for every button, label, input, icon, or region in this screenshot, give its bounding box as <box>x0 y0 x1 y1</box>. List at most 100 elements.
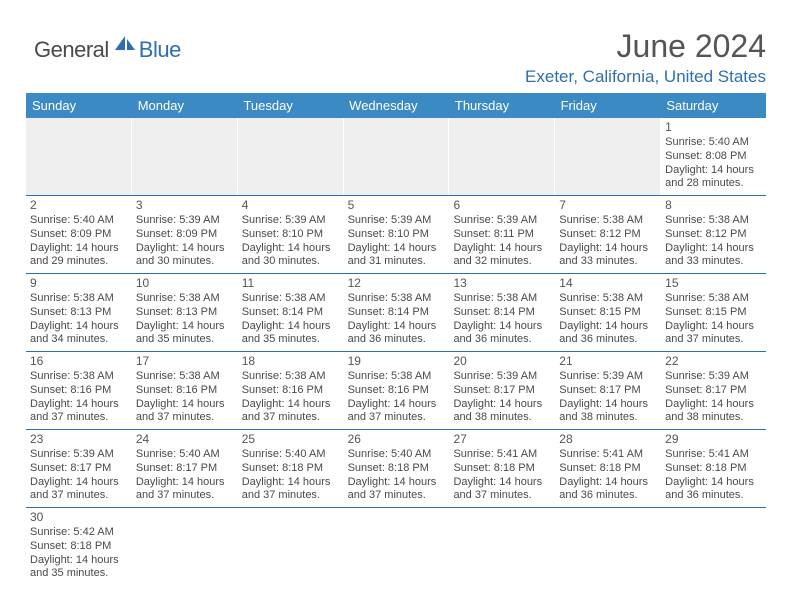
day-cell: 20Sunrise: 5:39 AMSunset: 8:17 PMDayligh… <box>449 352 555 429</box>
week-row: 23Sunrise: 5:39 AMSunset: 8:17 PMDayligh… <box>26 430 766 508</box>
week-row: 1Sunrise: 5:40 AMSunset: 8:08 PMDaylight… <box>26 118 766 196</box>
sunset-line: Sunset: 8:08 PM <box>665 150 762 164</box>
sunrise-line: Sunrise: 5:40 AM <box>665 136 762 150</box>
day-number: 9 <box>30 276 127 291</box>
day-cell: 23Sunrise: 5:39 AMSunset: 8:17 PMDayligh… <box>26 430 132 507</box>
day-number: 17 <box>136 354 233 369</box>
sunrise-line: Sunrise: 5:41 AM <box>559 448 656 462</box>
day-number: 15 <box>665 276 762 291</box>
daylight-line: Daylight: 14 hours and 38 minutes. <box>559 398 656 426</box>
sunset-line: Sunset: 8:18 PM <box>665 462 762 476</box>
day-number: 8 <box>665 198 762 213</box>
sunrise-line: Sunrise: 5:38 AM <box>30 292 127 306</box>
day-number: 11 <box>242 276 339 291</box>
sunrise-line: Sunrise: 5:41 AM <box>665 448 762 462</box>
sunrise-line: Sunrise: 5:38 AM <box>30 370 127 384</box>
sunset-line: Sunset: 8:16 PM <box>242 384 339 398</box>
sunset-line: Sunset: 8:09 PM <box>136 228 233 242</box>
daylight-line: Daylight: 14 hours and 37 minutes. <box>348 476 445 504</box>
sunset-line: Sunset: 8:13 PM <box>136 306 233 320</box>
day-cell: 18Sunrise: 5:38 AMSunset: 8:16 PMDayligh… <box>238 352 344 429</box>
day-number: 23 <box>30 432 127 447</box>
empty-cell <box>132 118 238 195</box>
sunrise-line: Sunrise: 5:38 AM <box>665 292 762 306</box>
sunset-line: Sunset: 8:18 PM <box>30 540 127 554</box>
daylight-line: Daylight: 14 hours and 37 minutes. <box>136 398 233 426</box>
weekday-header-row: SundayMondayTuesdayWednesdayThursdayFrid… <box>26 93 766 118</box>
day-number: 16 <box>30 354 127 369</box>
daylight-line: Daylight: 14 hours and 37 minutes. <box>453 476 550 504</box>
daylight-line: Daylight: 14 hours and 38 minutes. <box>665 398 762 426</box>
sunset-line: Sunset: 8:12 PM <box>559 228 656 242</box>
week-row: 9Sunrise: 5:38 AMSunset: 8:13 PMDaylight… <box>26 274 766 352</box>
day-cell: 5Sunrise: 5:39 AMSunset: 8:10 PMDaylight… <box>344 196 450 273</box>
sunrise-line: Sunrise: 5:41 AM <box>453 448 550 462</box>
daylight-line: Daylight: 14 hours and 35 minutes. <box>136 320 233 348</box>
daylight-line: Daylight: 14 hours and 37 minutes. <box>136 476 233 504</box>
daylight-line: Daylight: 14 hours and 37 minutes. <box>242 398 339 426</box>
day-cell: 27Sunrise: 5:41 AMSunset: 8:18 PMDayligh… <box>449 430 555 507</box>
day-cell: 30Sunrise: 5:42 AMSunset: 8:18 PMDayligh… <box>26 508 132 585</box>
day-cell: 14Sunrise: 5:38 AMSunset: 8:15 PMDayligh… <box>555 274 661 351</box>
sunset-line: Sunset: 8:10 PM <box>348 228 445 242</box>
sunset-line: Sunset: 8:16 PM <box>348 384 445 398</box>
day-number: 7 <box>559 198 656 213</box>
day-cell: 26Sunrise: 5:40 AMSunset: 8:18 PMDayligh… <box>344 430 450 507</box>
sunset-line: Sunset: 8:15 PM <box>665 306 762 320</box>
empty-cell <box>449 508 555 585</box>
empty-cell <box>449 118 555 195</box>
day-number: 29 <box>665 432 762 447</box>
day-cell: 10Sunrise: 5:38 AMSunset: 8:13 PMDayligh… <box>132 274 238 351</box>
daylight-line: Daylight: 14 hours and 36 minutes. <box>453 320 550 348</box>
daylight-line: Daylight: 14 hours and 35 minutes. <box>30 554 127 582</box>
day-number: 22 <box>665 354 762 369</box>
sunrise-line: Sunrise: 5:38 AM <box>136 370 233 384</box>
sunrise-line: Sunrise: 5:40 AM <box>348 448 445 462</box>
title-block: June 2024 Exeter, California, United Sta… <box>525 28 766 87</box>
sunset-line: Sunset: 8:09 PM <box>30 228 127 242</box>
sunset-line: Sunset: 8:17 PM <box>665 384 762 398</box>
weekday-header: Saturday <box>660 93 766 118</box>
sunset-line: Sunset: 8:14 PM <box>348 306 445 320</box>
day-number: 13 <box>453 276 550 291</box>
daylight-line: Daylight: 14 hours and 36 minutes. <box>559 476 656 504</box>
sunset-line: Sunset: 8:12 PM <box>665 228 762 242</box>
logo: General Blue <box>26 28 181 65</box>
day-cell: 22Sunrise: 5:39 AMSunset: 8:17 PMDayligh… <box>661 352 766 429</box>
daylight-line: Daylight: 14 hours and 37 minutes. <box>30 476 127 504</box>
day-cell: 3Sunrise: 5:39 AMSunset: 8:09 PMDaylight… <box>132 196 238 273</box>
sunrise-line: Sunrise: 5:38 AM <box>665 214 762 228</box>
daylight-line: Daylight: 14 hours and 30 minutes. <box>136 242 233 270</box>
sunset-line: Sunset: 8:16 PM <box>136 384 233 398</box>
sunset-line: Sunset: 8:15 PM <box>559 306 656 320</box>
sunrise-line: Sunrise: 5:39 AM <box>30 448 127 462</box>
daylight-line: Daylight: 14 hours and 35 minutes. <box>242 320 339 348</box>
sunrise-line: Sunrise: 5:42 AM <box>30 526 127 540</box>
daylight-line: Daylight: 14 hours and 37 minutes. <box>30 398 127 426</box>
sunset-line: Sunset: 8:14 PM <box>242 306 339 320</box>
weekday-header: Friday <box>555 93 661 118</box>
empty-cell <box>661 508 766 585</box>
sunrise-line: Sunrise: 5:39 AM <box>665 370 762 384</box>
day-cell: 4Sunrise: 5:39 AMSunset: 8:10 PMDaylight… <box>238 196 344 273</box>
sunrise-line: Sunrise: 5:38 AM <box>242 292 339 306</box>
sunset-line: Sunset: 8:17 PM <box>453 384 550 398</box>
sunrise-line: Sunrise: 5:39 AM <box>453 370 550 384</box>
calendar: SundayMondayTuesdayWednesdayThursdayFrid… <box>26 93 766 585</box>
empty-cell <box>238 508 344 585</box>
day-number: 4 <box>242 198 339 213</box>
sunrise-line: Sunrise: 5:39 AM <box>453 214 550 228</box>
sunrise-line: Sunrise: 5:39 AM <box>242 214 339 228</box>
day-number: 20 <box>453 354 550 369</box>
daylight-line: Daylight: 14 hours and 36 minutes. <box>665 476 762 504</box>
day-cell: 6Sunrise: 5:39 AMSunset: 8:11 PMDaylight… <box>449 196 555 273</box>
sunset-line: Sunset: 8:18 PM <box>559 462 656 476</box>
day-cell: 17Sunrise: 5:38 AMSunset: 8:16 PMDayligh… <box>132 352 238 429</box>
day-number: 6 <box>453 198 550 213</box>
day-number: 25 <box>242 432 339 447</box>
sunset-line: Sunset: 8:17 PM <box>559 384 656 398</box>
sunset-line: Sunset: 8:17 PM <box>30 462 127 476</box>
sunset-line: Sunset: 8:14 PM <box>453 306 550 320</box>
day-cell: 19Sunrise: 5:38 AMSunset: 8:16 PMDayligh… <box>344 352 450 429</box>
logo-text-blue: Blue <box>139 37 181 63</box>
